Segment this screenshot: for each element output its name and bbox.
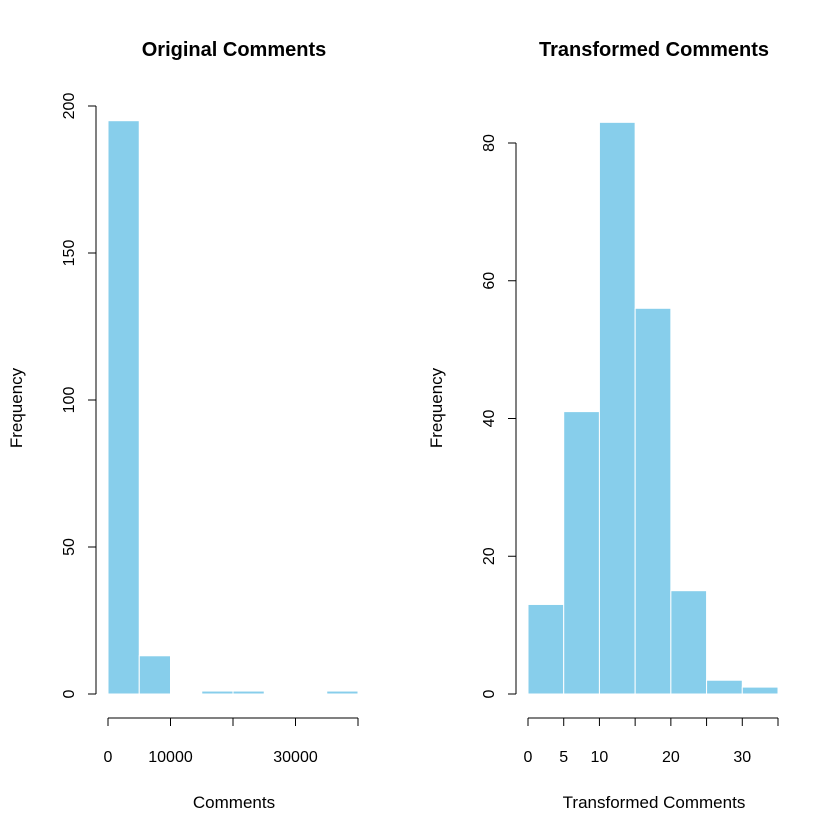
histogram-bar	[326, 690, 359, 695]
panel-transformed-comments: Transformed Comments Transformed Comment…	[427, 39, 779, 812]
x-axis-original: 0 10000 30000	[104, 717, 359, 766]
histogram-bar	[741, 686, 779, 695]
x-tick-label: 0	[524, 749, 533, 766]
x-tick-label: 30000	[273, 749, 318, 766]
histogram-bar	[670, 590, 708, 695]
x-tick-label: 10000	[148, 749, 193, 766]
y-tick-label: 40	[481, 410, 498, 428]
chart-title-original: Original Comments	[142, 39, 326, 61]
bars-original	[107, 120, 359, 695]
x-tick-label: 20	[662, 749, 680, 766]
x-tick-label: 0	[104, 749, 113, 766]
y-tick-label: 80	[481, 134, 498, 152]
histogram-bar	[201, 690, 234, 695]
y-tick-label: 50	[61, 538, 78, 556]
histogram-bar	[598, 121, 636, 695]
histogram-bar	[232, 690, 265, 695]
histogram-bar	[563, 411, 600, 695]
y-tick-label: 150	[61, 240, 78, 267]
y-tick-label: 60	[481, 272, 498, 290]
chart-title-transformed: Transformed Comments	[539, 39, 769, 61]
histogram-bar	[706, 679, 743, 695]
y-axis-original: 0 50 100 150 200	[61, 93, 97, 698]
x-tick-label: 30	[733, 749, 751, 766]
x-axis-label-original: Comments	[193, 793, 275, 812]
y-tick-label: 0	[481, 689, 498, 698]
histogram-bar	[634, 307, 672, 695]
y-tick-label: 20	[481, 547, 498, 565]
panel-original-comments: Original Comments Comments Frequency 0 10…	[7, 39, 359, 812]
y-tick-label: 0	[61, 689, 78, 698]
y-tick-label: 100	[61, 387, 78, 414]
x-tick-label: 5	[559, 749, 568, 766]
y-axis-label-original: Frequency	[7, 367, 26, 448]
bars-transformed	[527, 121, 779, 695]
y-axis-transformed: 0 20 40 60 80	[481, 134, 517, 698]
x-axis-label-transformed: Transformed Comments	[563, 793, 746, 812]
y-axis-label-transformed: Frequency	[427, 367, 446, 448]
histogram-bar	[527, 603, 565, 695]
histogram-bar	[107, 120, 140, 695]
histogram-bar	[138, 655, 171, 695]
x-axis-transformed: 0 5 10 20 30	[524, 717, 779, 766]
y-tick-label: 200	[61, 93, 78, 120]
x-tick-label: 10	[591, 749, 609, 766]
